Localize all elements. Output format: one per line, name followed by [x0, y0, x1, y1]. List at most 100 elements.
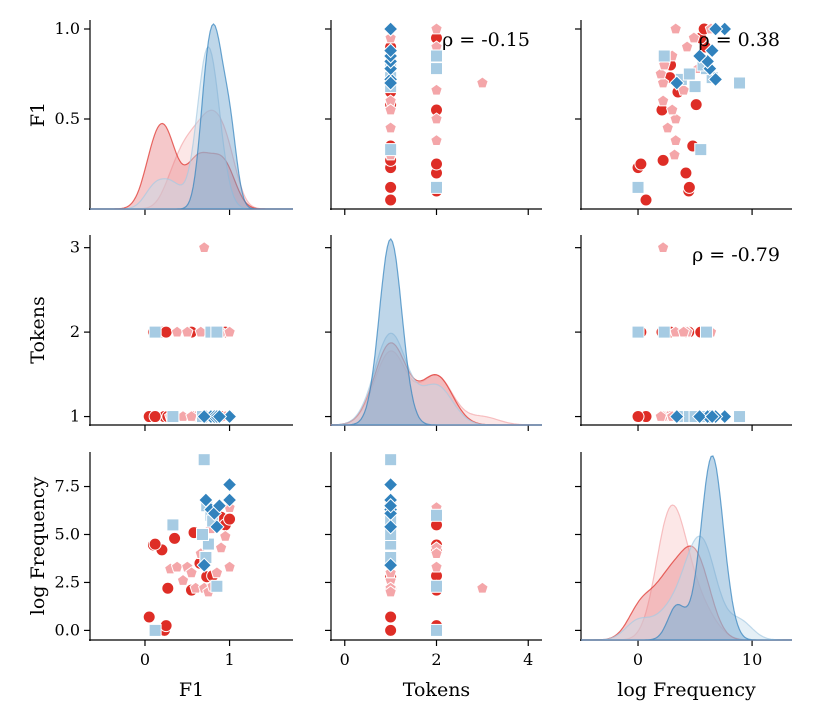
- data-point-pink: [677, 325, 690, 338]
- data-point-pink: [430, 83, 443, 96]
- data-point-pink: [223, 325, 236, 338]
- data-point-blue: [211, 498, 228, 514]
- data-point-pink: [430, 112, 443, 125]
- data-point-pink: [170, 560, 184, 573]
- correlation-label: ρ = -0.79: [692, 244, 780, 266]
- data-point-lightblue: [384, 143, 398, 157]
- data-point-lightblue: [210, 579, 224, 593]
- x-tick-label: 10: [742, 650, 762, 669]
- data-point-pink: [656, 94, 670, 107]
- data-point-lightblue: [430, 579, 443, 593]
- data-point-lightblue: [657, 49, 671, 63]
- data-point-blue: [382, 75, 399, 91]
- y-tick-label: 7.5: [55, 477, 80, 496]
- data-point-pink: [181, 325, 194, 338]
- data-point-pink: [384, 121, 397, 134]
- x-tick-label: 4: [523, 650, 533, 669]
- y-tick-label: 2: [70, 322, 80, 341]
- data-point-pink: [476, 76, 489, 89]
- data-point-pink: [656, 241, 670, 253]
- data-point-blue: [221, 476, 238, 493]
- data-point-lightblue: [197, 453, 211, 467]
- x-tick-label: 1: [224, 650, 234, 669]
- data-point-blue: [382, 557, 399, 573]
- data-point-pink: [687, 31, 701, 44]
- data-point-pink: [680, 40, 694, 53]
- data-point-blue: [211, 408, 228, 425]
- data-point-lightblue: [166, 410, 180, 424]
- data-point-blue: [196, 408, 212, 425]
- data-point-red: [148, 410, 162, 424]
- kde-curve-blue: [331, 238, 542, 426]
- data-point-pink: [476, 581, 489, 594]
- y-axis-title: F1: [27, 102, 49, 127]
- x-tick-label: 0: [340, 650, 350, 669]
- data-point-lightblue: [733, 410, 747, 424]
- data-point-red: [159, 325, 173, 339]
- data-point-lightblue: [682, 67, 696, 81]
- data-point-blue: [382, 519, 399, 535]
- panels: [84, 20, 792, 646]
- data-point-red: [682, 180, 696, 194]
- x-tick-label: 0: [633, 650, 643, 669]
- data-point-red: [679, 166, 693, 180]
- x-axis-title: log Frequency: [617, 679, 756, 701]
- data-point-red: [384, 193, 398, 207]
- data-point-red: [689, 98, 703, 112]
- kde-curve-lightblue: [581, 535, 792, 641]
- y-tick-label: 2.5: [55, 572, 80, 591]
- x-tick-label: 0: [140, 650, 150, 669]
- data-point-lightblue: [384, 453, 398, 467]
- data-point-blue: [209, 519, 225, 535]
- data-point-red: [384, 610, 398, 624]
- data-point-red: [631, 410, 645, 424]
- data-point-pink: [430, 560, 443, 573]
- data-point-pink: [669, 112, 682, 125]
- y-tick-label: 3: [70, 238, 80, 257]
- data-point-blue: [691, 48, 708, 64]
- data-point-lightblue: [195, 527, 209, 541]
- data-point-pink: [654, 67, 668, 80]
- data-point-red: [168, 531, 182, 545]
- data-point-blue: [196, 557, 212, 573]
- data-point-lightblue: [148, 623, 162, 637]
- x-tick-label: 2: [431, 650, 441, 669]
- data-point-blue: [704, 42, 720, 59]
- data-point-blue: [382, 498, 399, 514]
- y-tick-label: 1: [70, 407, 80, 426]
- data-point-blue: [707, 71, 724, 88]
- data-point-red: [656, 153, 670, 167]
- data-point-lightblue: [430, 180, 443, 194]
- data-point-blue: [691, 408, 708, 425]
- data-point-red: [384, 623, 398, 637]
- data-point-blue: [221, 408, 238, 425]
- correlation-label: ρ = -0.15: [442, 29, 530, 51]
- data-point-pink: [185, 566, 198, 579]
- y-tick-label: 0.5: [55, 109, 80, 128]
- x-axis-title: F1: [179, 679, 204, 701]
- y-axis-title: Tokens: [27, 296, 49, 363]
- data-point-pink: [384, 585, 397, 598]
- data-point-red: [223, 512, 237, 526]
- data-point-lightblue: [699, 325, 713, 339]
- data-point-pink: [669, 22, 682, 35]
- data-point-lightblue: [148, 325, 162, 339]
- data-point-lightblue: [631, 325, 645, 339]
- data-point-lightblue: [430, 623, 443, 637]
- data-point-pink: [219, 529, 232, 542]
- data-point-red: [161, 581, 175, 595]
- data-point-pink: [223, 560, 236, 573]
- data-point-lightblue: [430, 49, 443, 63]
- data-point-pink: [170, 325, 184, 338]
- data-point-pink: [384, 31, 397, 44]
- data-point-blue: [669, 408, 685, 425]
- data-point-pink: [384, 103, 397, 116]
- data-point-pink: [661, 121, 674, 134]
- data-point-pink: [430, 22, 443, 35]
- data-point-red: [148, 537, 162, 551]
- y-axis-title: log Frequency: [27, 476, 49, 615]
- data-point-blue: [704, 408, 720, 425]
- y-tick-label: 1.0: [55, 19, 80, 38]
- data-point-pink: [656, 76, 670, 89]
